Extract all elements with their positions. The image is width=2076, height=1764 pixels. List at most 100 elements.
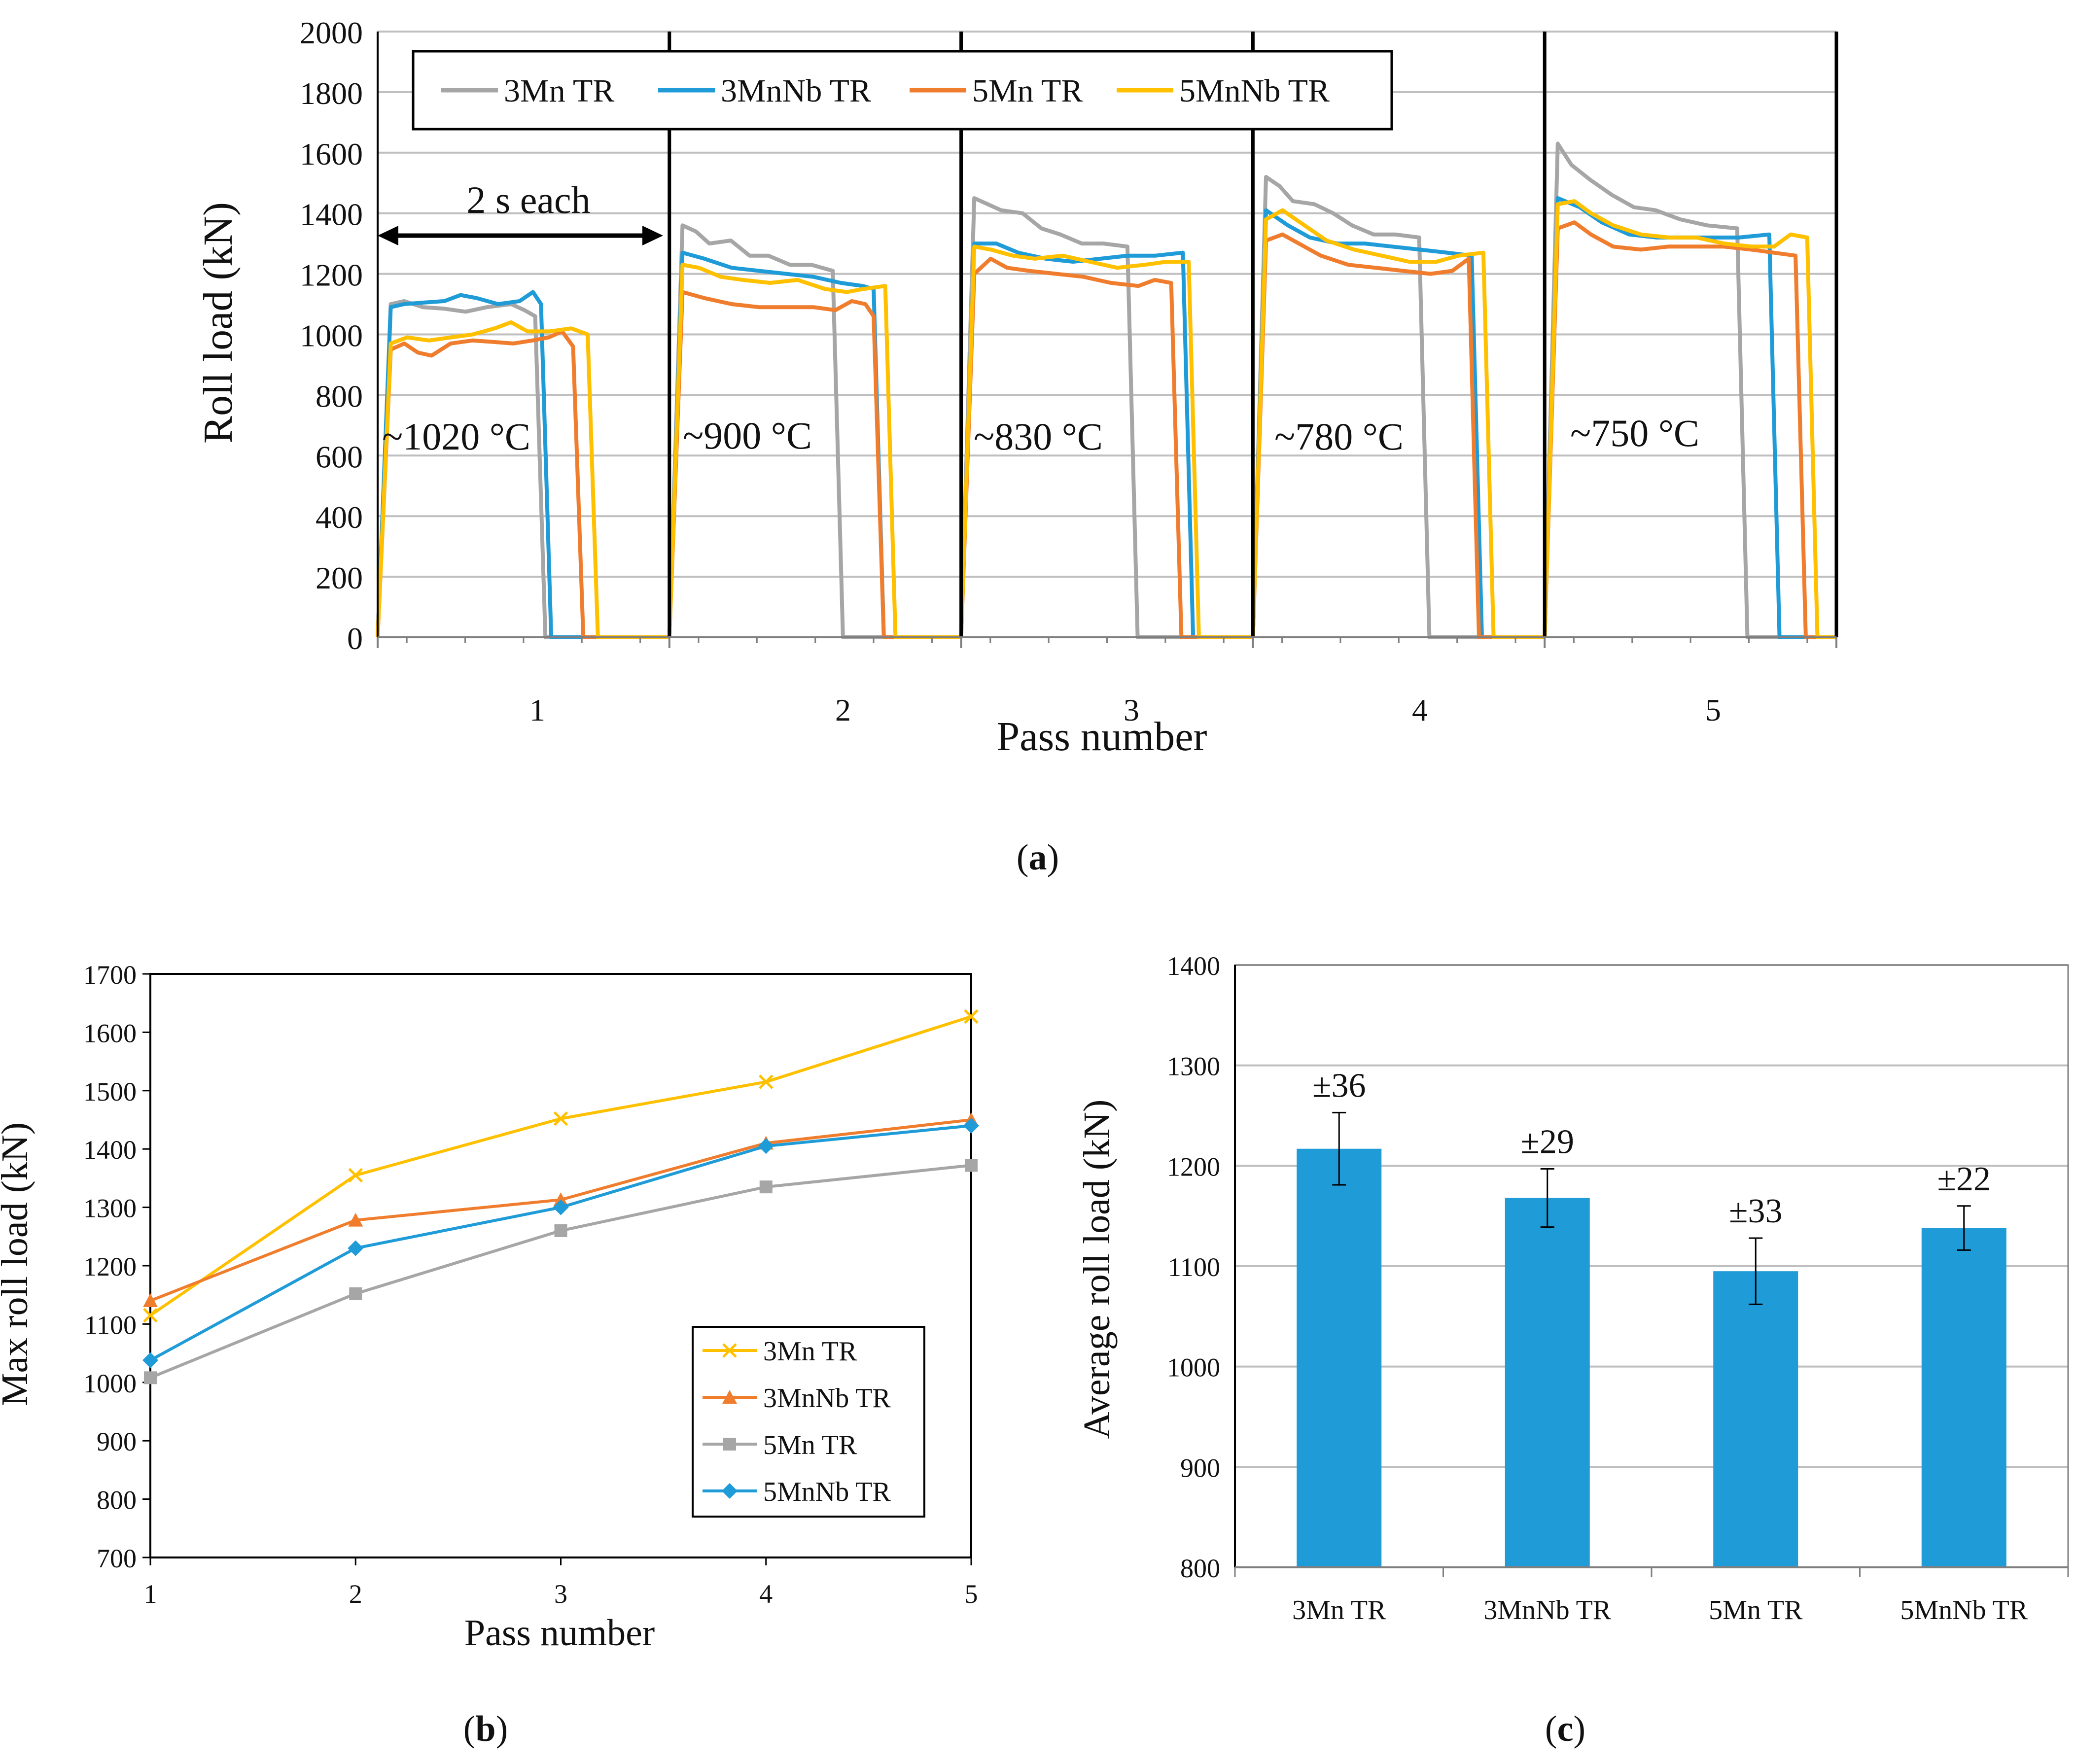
panel-b-x-tick-label: 4	[759, 1579, 773, 1609]
panel-c-y-tick-label: 1200	[1167, 1152, 1220, 1181]
series-3mn-pass-4	[1251, 175, 1545, 639]
bar-5mnnb-tr	[1921, 1228, 2006, 1567]
panel-b-point-5mnnb-tr	[758, 1138, 774, 1154]
panel-c-y-tick-label: 900	[1180, 1453, 1220, 1483]
panel-b-y-tick-label: 1000	[83, 1369, 137, 1398]
panel-b-point-5mn-tr	[349, 1287, 362, 1300]
panel-b-x-tick-label: 1	[144, 1579, 157, 1609]
panel-a-y-tick-label: 800	[316, 379, 363, 414]
series-5mnnb-pass-4	[1251, 208, 1545, 639]
panel-a-y-tick-label: 1600	[300, 137, 363, 172]
panel-a-x-tick-label: 5	[1705, 692, 1721, 727]
series-5mn-pass-4	[1251, 232, 1545, 639]
temperature-label-pass-1: ~1020 °C	[382, 415, 530, 458]
panel-b-y-tick-label: 1400	[83, 1135, 137, 1165]
panel-a: 0 200 400 600 800 1000 1200 1400 1600 1800 2000 1 2…	[195, 15, 1838, 878]
panel-b-y-tick-label: 1600	[83, 1018, 137, 1048]
panel-a-series	[376, 141, 1836, 639]
panel-c-y-tick-label: 1000	[1167, 1353, 1220, 1383]
panel-a-legend: 3Mn TR 3MnNb TR 5Mn TR 5MnNb TR	[412, 50, 1393, 131]
temperature-label-pass-5: ~750 °C	[1570, 412, 1699, 454]
panel-b-legend-marker-3mn-tr	[722, 1343, 737, 1358]
duration-arrow-right-head	[642, 226, 663, 245]
series-3mn-pass-2	[667, 223, 961, 639]
panel-b-point-5mn-tr	[965, 1159, 978, 1172]
bar-3mn-tr	[1297, 1148, 1382, 1567]
panel-b-y-axis-label: Max roll load (kN)	[0, 1122, 35, 1406]
series-5mnnb-pass-1	[376, 320, 669, 639]
panel-c-caption: (c)	[1545, 1709, 1585, 1749]
panel-a-y-axis-label: Roll load (kN)	[195, 202, 241, 444]
panel-b-y-tick-labels: 700 800 900 1000 1100 1200 1300 1400 1500 1600 170…	[83, 960, 137, 1573]
panel-c-x-tick-label-5mnnb-tr: 5MnNb TR	[1900, 1595, 2028, 1626]
panel-b-legend-marker-5mnnb-tr	[722, 1483, 738, 1499]
panel-c-error-bars: ±36 ±29 ±33 ±22	[1312, 1067, 1991, 1305]
error-label-5mnnb-tr: ±22	[1937, 1160, 1991, 1198]
panel-a-caption-letter: a	[1029, 837, 1047, 878]
panel-c-bars	[1297, 1148, 2006, 1567]
panel-c-x-tick-labels: 3Mn TR 3MnNb TR 5Mn TR 5MnNb TR	[1292, 1595, 2028, 1626]
panel-c-x-tick-label-3mn-tr: 3Mn TR	[1292, 1595, 1386, 1626]
panel-b-x-tick-label: 2	[349, 1579, 362, 1609]
panel-b-y-tick-label: 900	[97, 1427, 137, 1456]
panel-b-legend-marker-5mn-tr	[723, 1438, 736, 1451]
panel-a-legend-box	[412, 50, 1393, 131]
panel-c-y-tick-labels: 800 900 1000 1100 1200 1300 1400	[1167, 951, 1220, 1583]
panel-b-y-tick-label: 1100	[84, 1310, 137, 1340]
panel-b-legend-label-5mn-tr: 5Mn TR	[763, 1430, 857, 1460]
duration-annotation: 2 s each	[466, 178, 590, 221]
panel-b-point-5mn-tr	[144, 1371, 157, 1384]
series-5mnnb-pass-5	[1543, 199, 1836, 639]
series-3mn-pass-5	[1543, 141, 1836, 639]
legend-label-3mnnb: 3MnNb TR	[721, 73, 871, 109]
duration-arrow-left-head	[378, 226, 398, 245]
panel-b-point-3mn-tr	[143, 1308, 158, 1323]
series-5mn-pass-2	[667, 290, 961, 639]
panel-b-point-5mnnb-tr	[963, 1117, 979, 1134]
panel-c: ±36±29±33±22 80090010001100120013001400 …	[1076, 951, 2069, 1749]
panel-a-x-tick-label: 3	[1124, 692, 1139, 727]
error-label-5mn-tr: ±33	[1729, 1192, 1782, 1230]
panel-a-x-tick-labels: 1 2 3 4 5	[529, 692, 1721, 727]
panel-b-y-tick-label: 1700	[83, 960, 137, 990]
series-5mn-pass-1	[376, 329, 669, 639]
panel-b-legend: 3Mn TR 3MnNb TR 5Mn TR 5MnNb TR	[692, 1326, 925, 1518]
panel-b-y-tick-label: 1500	[83, 1077, 137, 1107]
temperature-label-pass-3: ~830 °C	[974, 415, 1103, 458]
panel-b-point-5mnnb-tr	[348, 1240, 364, 1256]
panel-b-point-3mn-tr	[348, 1168, 363, 1183]
series-3mnnb-pass-1	[376, 290, 669, 639]
panel-a-y-tick-label: 1400	[300, 197, 363, 232]
panel-a-y-tick-labels: 0 200 400 600 800 1000 1200 1400 1600 1800 2000	[300, 15, 363, 656]
panel-b-legend-marker-3mnnb-tr	[722, 1390, 737, 1404]
panel-c-y-axis-label: Average roll load (kN)	[1076, 1100, 1118, 1439]
panel-b-point-5mn-tr	[759, 1180, 773, 1194]
panel-b-point-3mnnb-tr	[553, 1192, 568, 1207]
panel-a-caption: (a)	[1017, 837, 1059, 878]
series-5mn-pass-3	[959, 256, 1253, 639]
panel-b: 700 800 900 1000 1100 1200 1300 1400 1500 1600 170…	[0, 960, 979, 1749]
panel-a-y-tick-label: 2000	[300, 15, 363, 50]
panel-b-x-tick-label: 3	[554, 1579, 567, 1609]
panel-a-y-tick-label: 1800	[300, 76, 363, 111]
panel-c-y-tick-label: 1400	[1167, 951, 1220, 981]
bar-5mn-tr	[1713, 1271, 1798, 1567]
panel-b-y-tick-label: 800	[97, 1486, 137, 1515]
panel-a-y-tick-label: 0	[347, 621, 363, 656]
panel-a-x-tick-label: 1	[529, 692, 545, 727]
panel-b-caption-letter: b	[475, 1709, 495, 1749]
panel-a-x-tick-label: 2	[835, 692, 851, 727]
legend-label-3mn: 3Mn TR	[504, 73, 614, 109]
panel-a-pass-separators	[668, 32, 1838, 637]
panel-b-point-5mn-tr	[554, 1224, 567, 1237]
panel-a-y-tick-label: 1200	[300, 258, 363, 293]
panel-c-caption-letter: c	[1557, 1709, 1574, 1749]
panel-a-x-tick-label: 4	[1412, 692, 1428, 727]
panel-a-axes	[377, 32, 1837, 648]
panel-a-y-tick-label: 600	[316, 439, 363, 474]
series-5mn-pass-5	[1543, 220, 1836, 639]
panel-c-y-tick-label: 1100	[1168, 1252, 1220, 1282]
panel-b-point-3mn-tr	[964, 1009, 979, 1024]
panel-b-caption: (b)	[463, 1709, 508, 1749]
